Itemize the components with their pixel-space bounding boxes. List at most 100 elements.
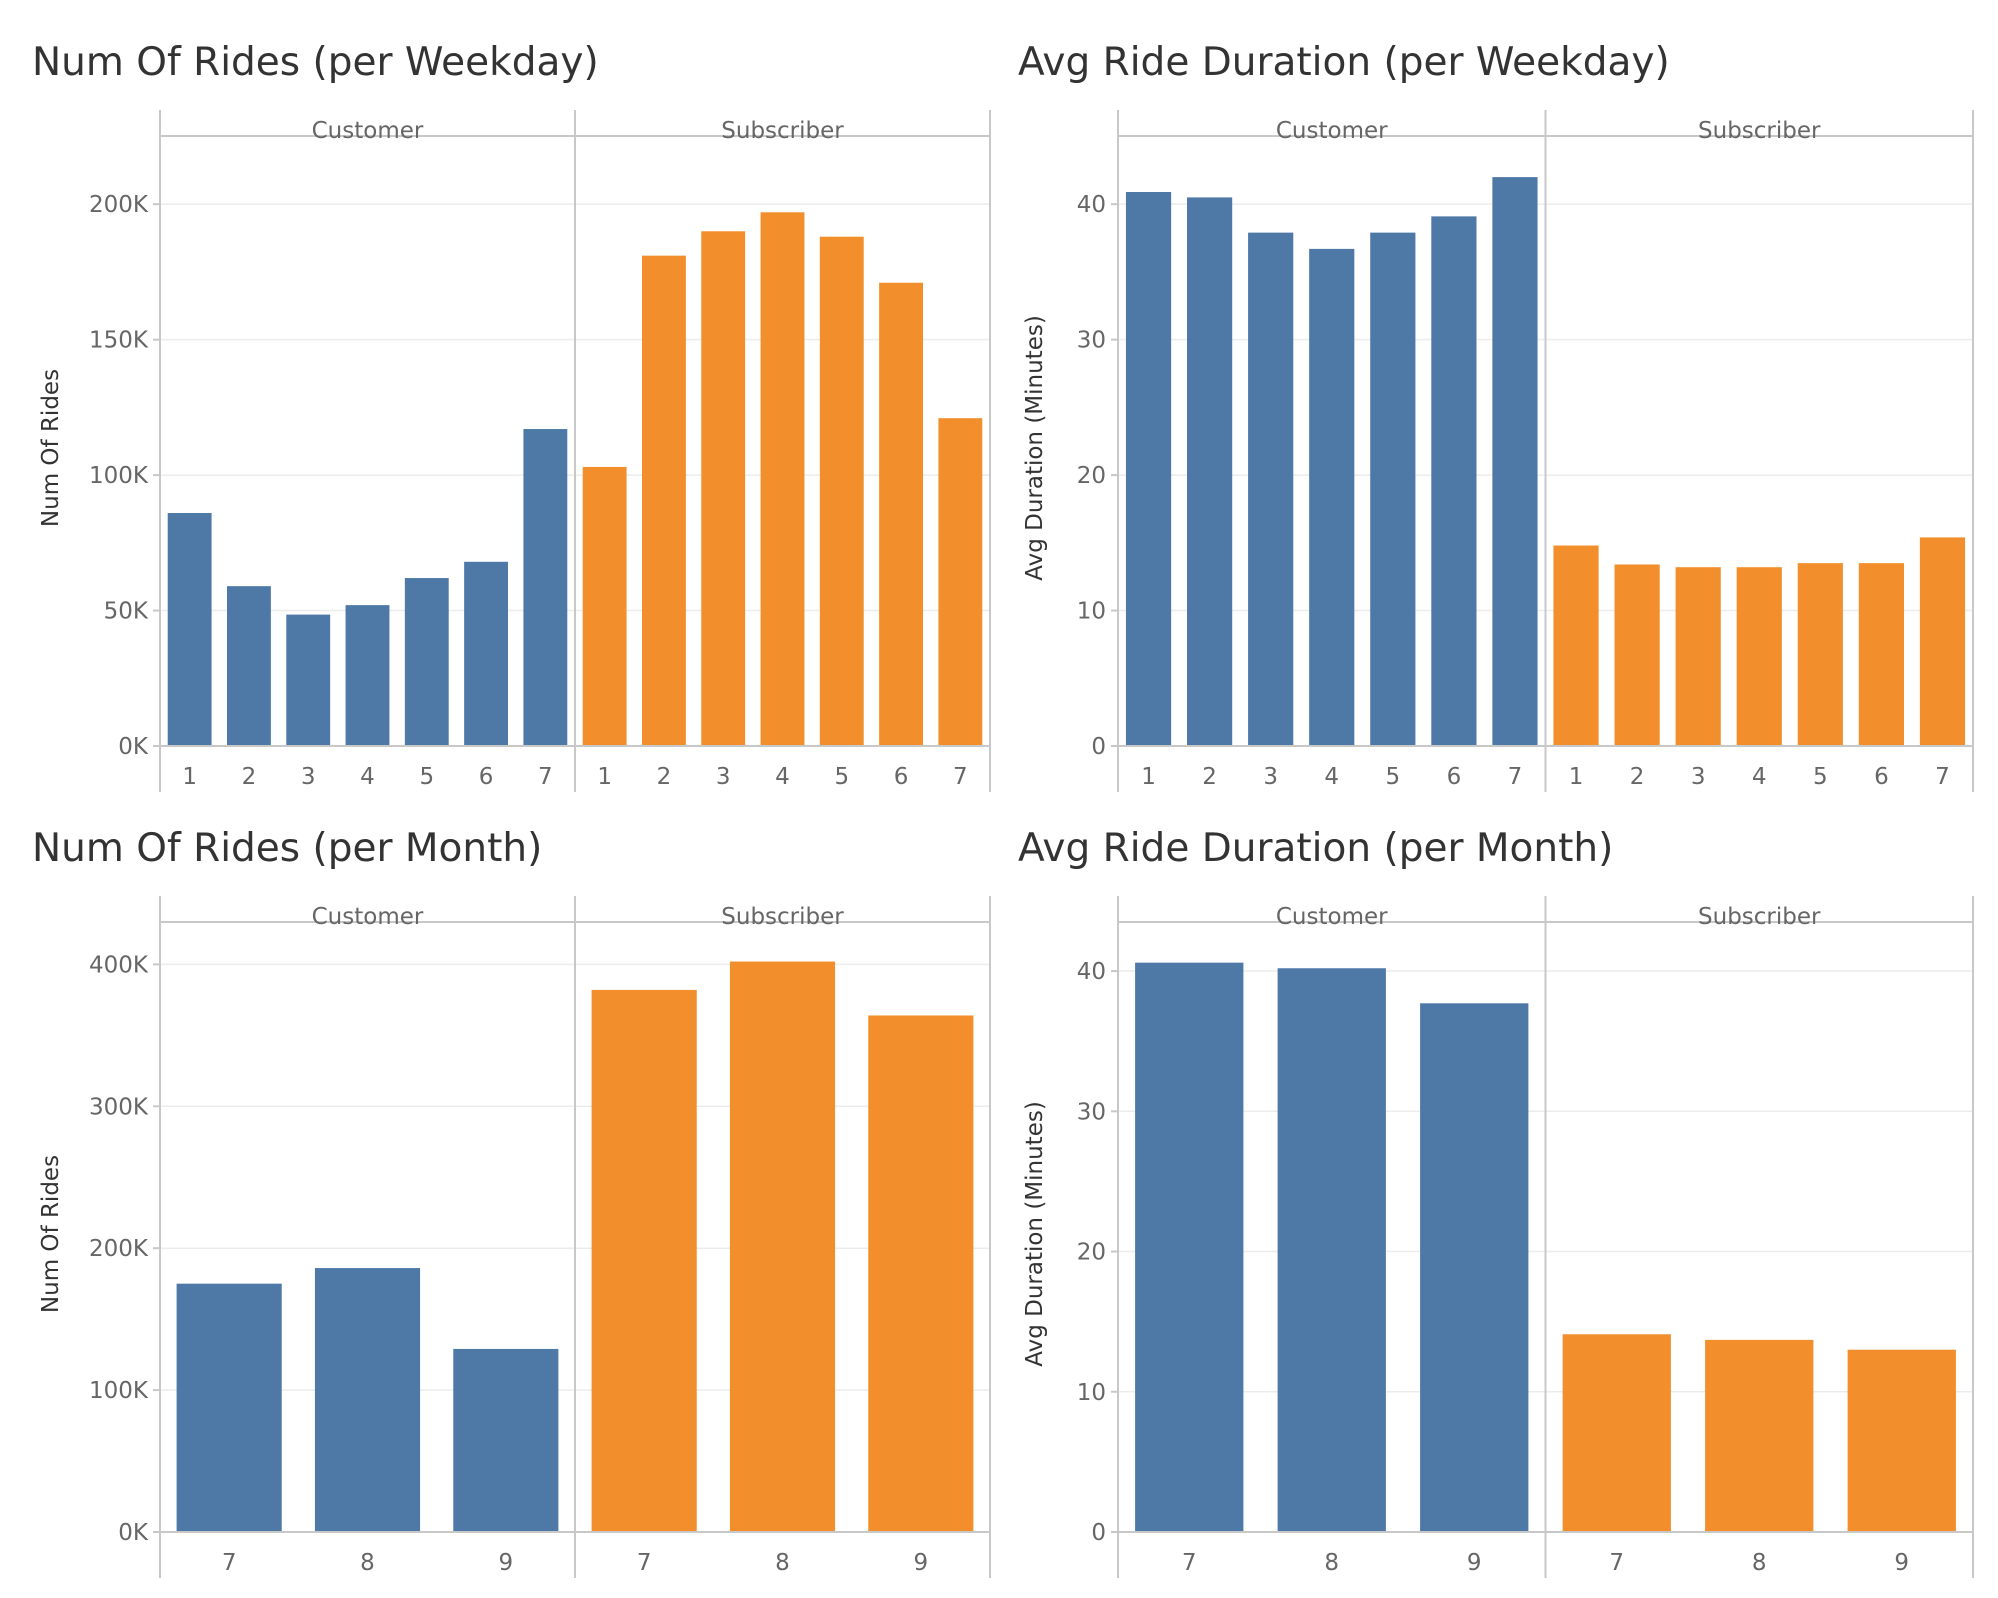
x-tick-label: 3 [1691, 764, 1706, 790]
x-tick-label: 9 [1894, 1550, 1909, 1576]
x-tick-label: 5 [1813, 764, 1828, 790]
x-tick-label: 9 [499, 1550, 514, 1576]
bar-subscriber-7 [938, 418, 983, 746]
bar-customer-6 [1431, 216, 1477, 746]
x-tick-label: 7 [953, 764, 968, 790]
chart-rides-month: Customer Subscriber 0K 100K 200K 300K 400K 7 8 9 7… [38, 896, 991, 1578]
x-tick-label: 7 [1182, 1550, 1197, 1576]
bar-subscriber-9 [1847, 1349, 1956, 1532]
panel-duration-weekday: Avg Ride Duration (per Weekday) Customer… [1018, 40, 1978, 800]
bar-subscriber-2 [1614, 564, 1660, 746]
bar-subscriber-4 [1736, 567, 1782, 746]
x-tick-label: 3 [301, 764, 316, 790]
y-tick-label: 0K [118, 1520, 149, 1546]
bar-subscriber-1 [1553, 545, 1599, 746]
bar-customer-8 [314, 1268, 421, 1532]
bar-customer-7 [1135, 962, 1244, 1532]
bar-subscriber-3 [1675, 567, 1721, 746]
bar-subscriber-3 [701, 231, 746, 747]
x-tick-label: 4 [360, 764, 375, 790]
x-tick-label: 7 [538, 764, 553, 790]
chart-title: Num Of Rides (per Weekday) [32, 40, 599, 85]
y-tick-label: 50K [104, 599, 149, 625]
x-tick-label: 1 [597, 764, 612, 790]
bar-subscriber-6 [879, 282, 924, 746]
bar-customer-4 [1309, 248, 1355, 746]
y-axis-label: Num Of Rides [38, 369, 64, 527]
bar-customer-1 [167, 513, 212, 746]
y-tick-label: 40 [1077, 959, 1106, 985]
y-tick-label: 40 [1077, 192, 1106, 218]
x-tick-label: 7 [1609, 1550, 1624, 1576]
x-tick-label: 6 [1874, 764, 1889, 790]
y-tick-label: 20 [1077, 463, 1106, 489]
y-tick-label: 0 [1091, 734, 1106, 760]
facet-label-subscriber: Subscriber [721, 904, 844, 930]
x-tick-label: 8 [1324, 1550, 1339, 1576]
bar-subscriber-7 [591, 989, 697, 1532]
y-tick-label: 10 [1077, 1380, 1106, 1406]
chart-duration-weekday: Customer Subscriber 0 10 20 30 40 1 2 3 4 5 6 7 1 2 3 4 5 6… [1022, 110, 1974, 792]
chart-title: Num Of Rides (per Month) [32, 826, 543, 871]
x-tick-label: 4 [1752, 764, 1767, 790]
x-tick-label: 1 [182, 764, 197, 790]
bar-customer-2 [226, 586, 271, 746]
x-tick-label: 7 [222, 1550, 237, 1576]
x-tick-label: 5 [1386, 764, 1401, 790]
bar-customer-5 [404, 578, 449, 746]
bar-subscriber-9 [868, 1015, 974, 1532]
x-tick-label: 2 [657, 764, 672, 790]
y-tick-label: 10 [1077, 599, 1106, 625]
bar-customer-4 [345, 605, 390, 746]
y-axis-label: Num Of Rides [38, 1155, 64, 1313]
x-tick-label: 1 [1141, 764, 1156, 790]
x-tick-label: 7 [1508, 764, 1523, 790]
x-tick-label: 6 [894, 764, 909, 790]
bar-customer-7 [523, 429, 568, 746]
facet-label-subscriber: Subscriber [721, 118, 844, 144]
chart-title: Avg Ride Duration (per Weekday) [1018, 40, 1670, 85]
bar-customer-6 [464, 561, 509, 746]
bar-subscriber-7 [1562, 1334, 1671, 1532]
bar-customer-7 [1492, 177, 1538, 746]
x-tick-label: 6 [479, 764, 494, 790]
chart-title: Avg Ride Duration (per Month) [1018, 826, 1614, 871]
facet-label-subscriber: Subscriber [1698, 904, 1821, 930]
x-tick-label: 2 [1202, 764, 1217, 790]
bar-subscriber-1 [582, 466, 627, 746]
facet-label-subscriber: Subscriber [1698, 118, 1821, 144]
y-tick-label: 400K [89, 952, 149, 978]
bar-subscriber-7 [1919, 537, 1966, 746]
y-axis-label: Avg Duration (Minutes) [1022, 315, 1048, 581]
bar-subscriber-4 [760, 212, 805, 747]
x-tick-label: 4 [1324, 764, 1339, 790]
bar-subscriber-8 [729, 961, 836, 1532]
panel-rides-month: Num Of Rides (per Month) Customer Subscri… [32, 826, 1002, 1586]
y-tick-label: 100K [89, 1378, 149, 1404]
y-tick-label: 20 [1077, 1240, 1106, 1266]
panel-rides-weekday: Num Of Rides (per Weekday) Customer Subsc… [32, 40, 1002, 800]
x-tick-label: 3 [1263, 764, 1278, 790]
x-tick-label: 8 [775, 1550, 790, 1576]
chart-duration-month: Customer Subscriber 0 10 20 30 40 7 8 9 7 8 9 Avg Dur… [1022, 896, 1974, 1578]
x-tick-label: 8 [360, 1550, 375, 1576]
x-tick-label: 7 [637, 1550, 652, 1576]
x-tick-label: 2 [1630, 764, 1645, 790]
y-tick-label: 0 [1091, 1520, 1106, 1546]
bar-subscriber-5 [819, 236, 864, 746]
bar-customer-9 [1420, 1003, 1529, 1532]
y-tick-label: 30 [1077, 1099, 1106, 1125]
bar-subscriber-8 [1705, 1339, 1814, 1532]
y-tick-label: 150K [89, 328, 149, 354]
x-tick-label: 9 [914, 1550, 929, 1576]
bar-customer-5 [1370, 232, 1416, 747]
bar-subscriber-6 [1858, 563, 1904, 746]
y-tick-label: 100K [89, 463, 149, 489]
panel-duration-month: Avg Ride Duration (per Month) Customer Su… [1018, 826, 1978, 1586]
bar-subscriber-2 [641, 255, 686, 746]
y-tick-label: 0K [118, 734, 149, 760]
bar-customer-9 [453, 1348, 559, 1532]
y-tick-label: 200K [89, 1236, 149, 1262]
x-tick-label: 1 [1569, 764, 1584, 790]
x-tick-label: 5 [419, 764, 434, 790]
